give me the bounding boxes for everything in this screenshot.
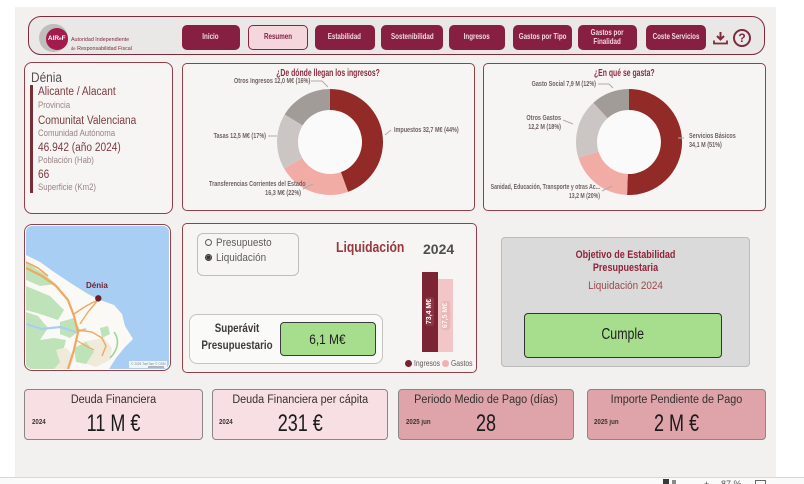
svg-text:© 2025 TomTom © OSM: © 2025 TomTom © OSM	[131, 362, 166, 366]
